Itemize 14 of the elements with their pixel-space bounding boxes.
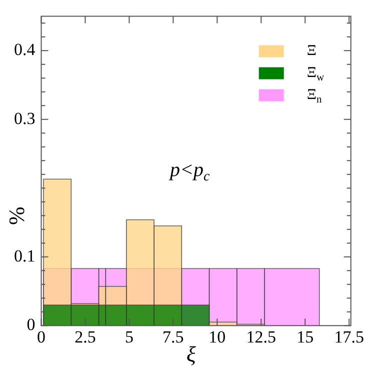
x-tick-label: 2.5 — [74, 327, 96, 346]
y-tick-label: 0.3 — [14, 108, 36, 128]
x-axis-title: ξ — [186, 342, 196, 366]
y-tick-label: 0 — [26, 315, 36, 334]
x-tick-label: 7.5 — [162, 327, 184, 346]
x-tick-label: 15 — [296, 327, 314, 346]
y-tick-label: 0.1 — [14, 246, 36, 266]
y-tick-label: 0.4 — [14, 40, 36, 60]
x-tick-label: 5 — [124, 327, 134, 346]
y-axis-title: % — [4, 206, 29, 226]
x-tick-label: 12.5 — [246, 327, 276, 346]
x-tick-label: 17.5 — [334, 327, 364, 346]
legend-label: Ξ — [306, 43, 317, 60]
x-tick-label: 10 — [208, 327, 226, 346]
